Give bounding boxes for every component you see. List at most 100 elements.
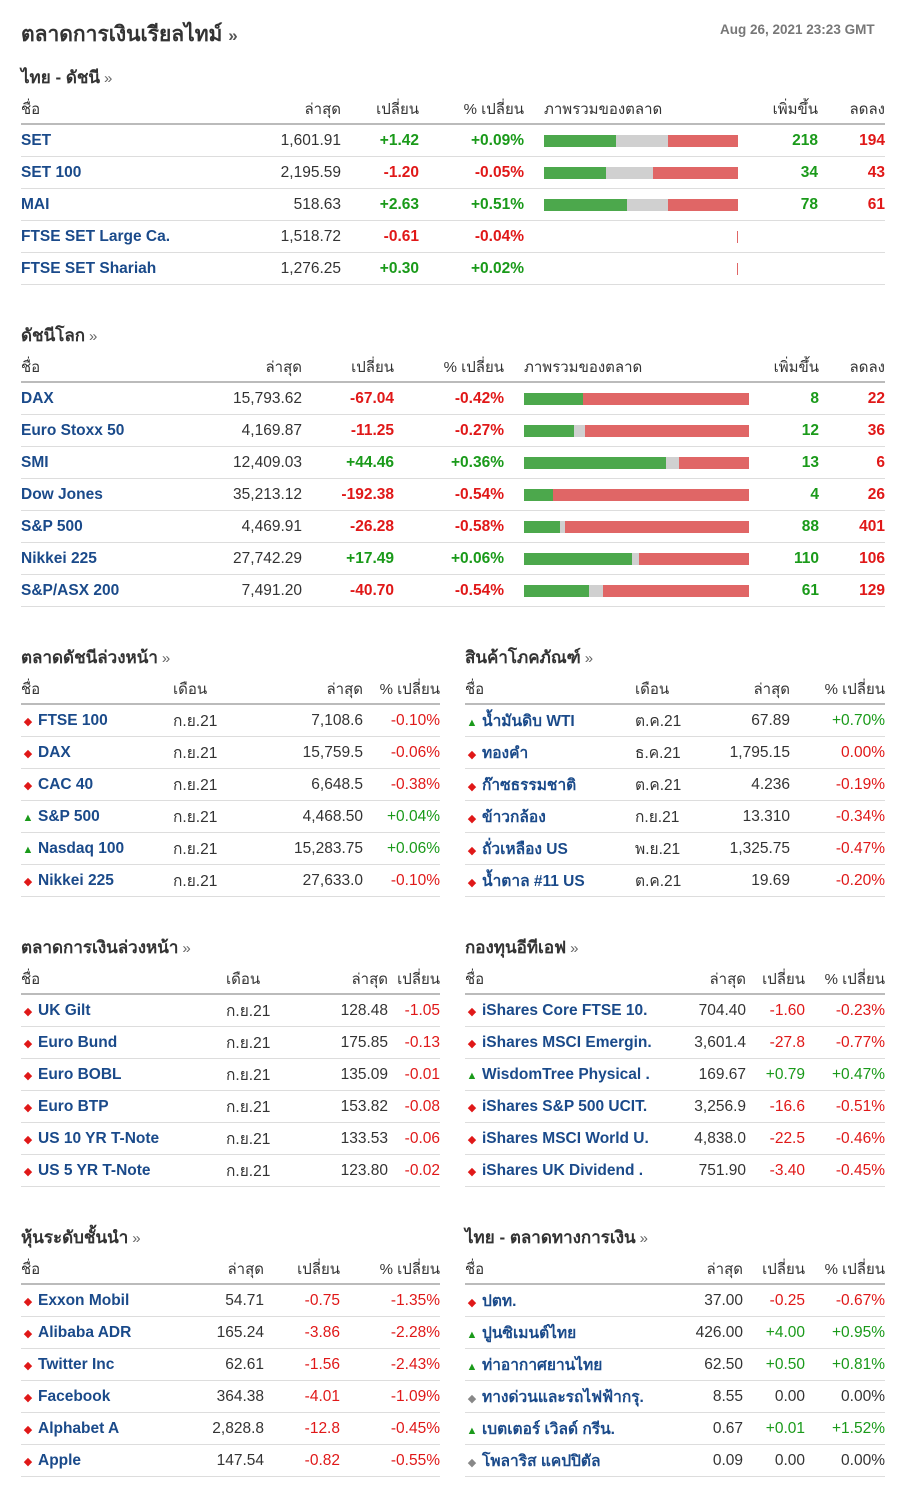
table-row[interactable]: ▲ น้ำมันดิบ WTI ต.ค.21 67.89 +0.70% [465,704,885,737]
table-row[interactable]: ◆ ข้าวกล้อง ก.ย.21 13.310 -0.34% [465,800,885,833]
instrument-cell[interactable]: ◆ Euro BOBL [21,1058,226,1091]
instrument-cell[interactable]: ◆ DAX [21,736,173,769]
table-row[interactable]: ◆ น้ำตาล #11 US ต.ค.21 19.69 -0.20% [465,864,885,897]
table-row[interactable]: ◆ Nikkei 225 ก.ย.21 27,633.0 -0.10% [21,864,440,897]
instrument-cell[interactable]: ◆ CAC 40 [21,768,173,801]
instrument-name-link[interactable]: iShares MSCI World U. [482,1129,649,1147]
table-row[interactable]: ◆ Facebook 364.38 -4.01 -1.09% [21,1380,440,1413]
instrument-cell[interactable]: ◆ ปตท. [465,1284,663,1317]
instrument-name-link[interactable]: ท่าอากาศยานไทย [482,1357,603,1374]
table-row[interactable]: ◆ ทางด่วนและรถไฟฟ้ากรุ. 8.55 0.00 0.00% [465,1380,885,1413]
instrument-cell[interactable]: ◆ Twitter Inc [21,1348,191,1381]
instrument-name-link[interactable]: S&P 500 [21,510,191,543]
instrument-name-link[interactable]: ทองคำ [482,745,529,762]
instrument-name-link[interactable]: Nikkei 225 [21,542,191,575]
table-row[interactable]: Nikkei 225 27,742.29 +17.49 +0.06% 110 106 [21,542,885,575]
instrument-name-link[interactable]: ก๊าซธรรมชาติ [482,777,577,794]
instrument-cell[interactable]: ◆ Exxon Mobil [21,1284,191,1317]
instrument-name-link[interactable]: โพลาริส แคปปิตัล [482,1453,601,1470]
instrument-name-link[interactable]: SMI [21,446,191,479]
table-row[interactable]: ◆ Alphabet A 2,828.8 -12.8 -0.45% [21,1412,440,1445]
table-row[interactable]: ◆ Euro BOBL ก.ย.21 135.09 -0.01 [21,1058,440,1091]
instrument-name-link[interactable]: ทางด่วนและรถไฟฟ้ากรุ. [482,1389,644,1406]
instrument-name-link[interactable]: MAI [21,188,221,221]
instrument-name-link[interactable]: Exxon Mobil [38,1291,130,1309]
table-row[interactable]: ◆ ทองคำ ธ.ค.21 1,795.15 0.00% [465,736,885,769]
table-row[interactable]: ▲ Nasdaq 100 ก.ย.21 15,283.75 +0.06% [21,832,440,865]
instrument-cell[interactable]: ◆ Apple [21,1444,191,1477]
instrument-name-link[interactable]: Nasdaq 100 [38,839,125,857]
instrument-cell[interactable]: ◆ US 5 YR T-Note [21,1154,226,1187]
table-row[interactable]: FTSE SET Shariah 1,276.25 +0.30 +0.02% [21,252,885,285]
instrument-cell[interactable]: ◆ FTSE 100 [21,704,173,737]
table-row[interactable]: FTSE SET Large Ca. 1,518.72 -0.61 -0.04% [21,220,885,253]
instrument-name-link[interactable]: US 5 YR T-Note [38,1161,151,1179]
instrument-name-link[interactable]: iShares MSCI Emergin. [482,1033,652,1051]
table-row[interactable]: ▲ ท่าอากาศยานไทย 62.50 +0.50 +0.81% [465,1348,885,1381]
table-row[interactable]: Dow Jones 35,213.12 -192.38 -0.54% 4 26 [21,478,885,511]
instrument-name-link[interactable]: ถั่วเหลือง US [482,841,568,858]
table-row[interactable]: ◆ ปตท. 37.00 -0.25 -0.67% [465,1284,885,1317]
instrument-name-link[interactable]: WisdomTree Physical . [482,1065,650,1083]
instrument-cell[interactable]: ◆ iShares Core FTSE 10. [465,994,665,1027]
table-row[interactable]: DAX 15,793.62 -67.04 -0.42% 8 22 [21,382,885,415]
table-row[interactable]: ◆ iShares UK Dividend . 751.90 -3.40 -0.45% [465,1154,885,1187]
instrument-name-link[interactable]: ข้าวกล้อง [482,809,546,826]
instrument-name-link[interactable]: SET 100 [21,156,221,189]
instrument-cell[interactable]: ◆ ข้าวกล้อง [465,800,635,833]
instrument-name-link[interactable]: Nikkei 225 [38,871,114,889]
table-row[interactable]: ◆ iShares Core FTSE 10. 704.40 -1.60 -0.23% [465,994,885,1027]
section-title-thai-financial[interactable]: ไทย - ตลาดทางการเงิน» [465,1228,648,1247]
table-row[interactable]: ▲ S&P 500 ก.ย.21 4,468.50 +0.04% [21,800,440,833]
section-title-commodities[interactable]: สินค้าโภคภัณฑ์» [465,648,594,667]
table-row[interactable]: S&P/ASX 200 7,491.20 -40.70 -0.54% 61 129 [21,574,885,607]
instrument-cell[interactable]: ◆ iShares MSCI Emergin. [465,1026,665,1059]
instrument-cell[interactable]: ◆ ถั่วเหลือง US [465,832,635,865]
instrument-name-link[interactable]: FTSE 100 [38,711,108,729]
instrument-cell[interactable]: ◆ UK Gilt [21,994,226,1027]
section-title-etfs[interactable]: กองทุนอีทีเอฟ» [465,938,579,957]
instrument-cell[interactable]: ▲ WisdomTree Physical . [465,1058,665,1091]
instrument-name-link[interactable]: iShares Core FTSE 10. [482,1001,648,1019]
instrument-cell[interactable]: ◆ ทางด่วนและรถไฟฟ้ากรุ. [465,1380,663,1413]
table-row[interactable]: ◆ ก๊าซธรรมชาติ ต.ค.21 4.236 -0.19% [465,768,885,801]
instrument-name-link[interactable]: Facebook [38,1387,111,1405]
instrument-cell[interactable]: ▲ น้ำมันดิบ WTI [465,704,635,737]
instrument-cell[interactable]: ◆ iShares UK Dividend . [465,1154,665,1187]
instrument-name-link[interactable]: CAC 40 [38,775,94,793]
instrument-name-link[interactable]: น้ำมันดิบ WTI [482,713,575,730]
instrument-name-link[interactable]: Alibaba ADR [38,1323,132,1341]
table-row[interactable]: ◆ US 5 YR T-Note ก.ย.21 123.80 -0.02 [21,1154,440,1187]
table-row[interactable]: SMI 12,409.03 +44.46 +0.36% 13 6 [21,446,885,479]
instrument-name-link[interactable]: iShares UK Dividend . [482,1161,644,1179]
instrument-name-link[interactable]: US 10 YR T-Note [38,1129,160,1147]
instrument-cell[interactable]: ◆ Nikkei 225 [21,864,173,897]
instrument-cell[interactable]: ◆ โพลาริส แคปปิตัล [465,1444,663,1477]
instrument-name-link[interactable]: Euro Bund [38,1033,118,1051]
instrument-name-link[interactable]: ปตท. [482,1293,517,1310]
instrument-name-link[interactable]: FTSE SET Shariah [21,252,221,285]
table-row[interactable]: ◆ Exxon Mobil 54.71 -0.75 -1.35% [21,1284,440,1317]
instrument-name-link[interactable]: DAX [21,382,191,415]
table-row[interactable]: SET 1,601.91 +1.42 +0.09% 218 194 [21,124,885,157]
table-row[interactable]: ▲ เบตเตอร์ เวิลด์ กรีน. 0.67 +0.01 +1.52% [465,1412,885,1445]
instrument-name-link[interactable]: iShares S&P 500 UCIT. [482,1097,648,1115]
instrument-name-link[interactable]: UK Gilt [38,1001,91,1019]
instrument-name-link[interactable]: น้ำตาล #11 US [482,873,585,890]
table-row[interactable]: ◆ ถั่วเหลือง US พ.ย.21 1,325.75 -0.47% [465,832,885,865]
instrument-cell[interactable]: ◆ iShares S&P 500 UCIT. [465,1090,665,1123]
instrument-cell[interactable]: ◆ iShares MSCI World U. [465,1122,665,1155]
table-row[interactable]: ◆ iShares S&P 500 UCIT. 3,256.9 -16.6 -0.51% [465,1090,885,1123]
instrument-cell[interactable]: ◆ Euro Bund [21,1026,226,1059]
instrument-name-link[interactable]: SET [21,124,221,157]
instrument-name-link[interactable]: Dow Jones [21,478,191,511]
instrument-name-link[interactable]: Apple [38,1451,82,1469]
section-title-world-indices[interactable]: ดัชนีโลก» [21,326,98,345]
table-row[interactable]: ◆ Twitter Inc 62.61 -1.56 -2.43% [21,1348,440,1381]
table-row[interactable]: ▲ WisdomTree Physical . 169.67 +0.79 +0.47% [465,1058,885,1091]
instrument-cell[interactable]: ◆ US 10 YR T-Note [21,1122,226,1155]
instrument-name-link[interactable]: Euro BTP [38,1097,109,1115]
section-title-thai-indices[interactable]: ไทย - ดัชนี» [21,68,113,87]
table-row[interactable]: ◆ DAX ก.ย.21 15,759.5 -0.06% [21,736,440,769]
instrument-name-link[interactable]: DAX [38,743,71,761]
